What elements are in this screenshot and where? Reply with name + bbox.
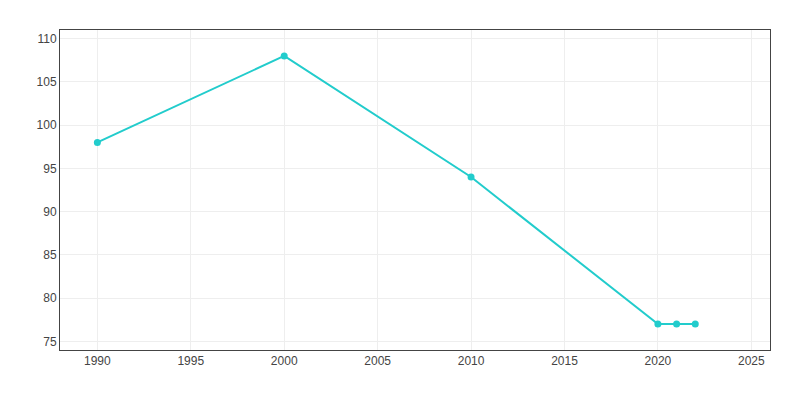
svg-text:2000: 2000 <box>271 354 298 368</box>
svg-text:95: 95 <box>43 162 57 176</box>
svg-text:110: 110 <box>37 32 56 46</box>
svg-text:105: 105 <box>37 75 57 89</box>
svg-text:2015: 2015 <box>551 354 578 368</box>
svg-text:90: 90 <box>43 205 57 219</box>
svg-text:1995: 1995 <box>177 354 204 368</box>
svg-text:2020: 2020 <box>645 354 672 368</box>
svg-text:75: 75 <box>43 335 57 349</box>
svg-text:2010: 2010 <box>458 354 485 368</box>
svg-text:85: 85 <box>43 248 57 262</box>
svg-text:80: 80 <box>43 291 57 305</box>
svg-text:2005: 2005 <box>364 354 391 368</box>
svg-text:1990: 1990 <box>84 354 111 368</box>
svg-text:100: 100 <box>37 118 57 132</box>
svg-text:2025: 2025 <box>738 354 765 368</box>
